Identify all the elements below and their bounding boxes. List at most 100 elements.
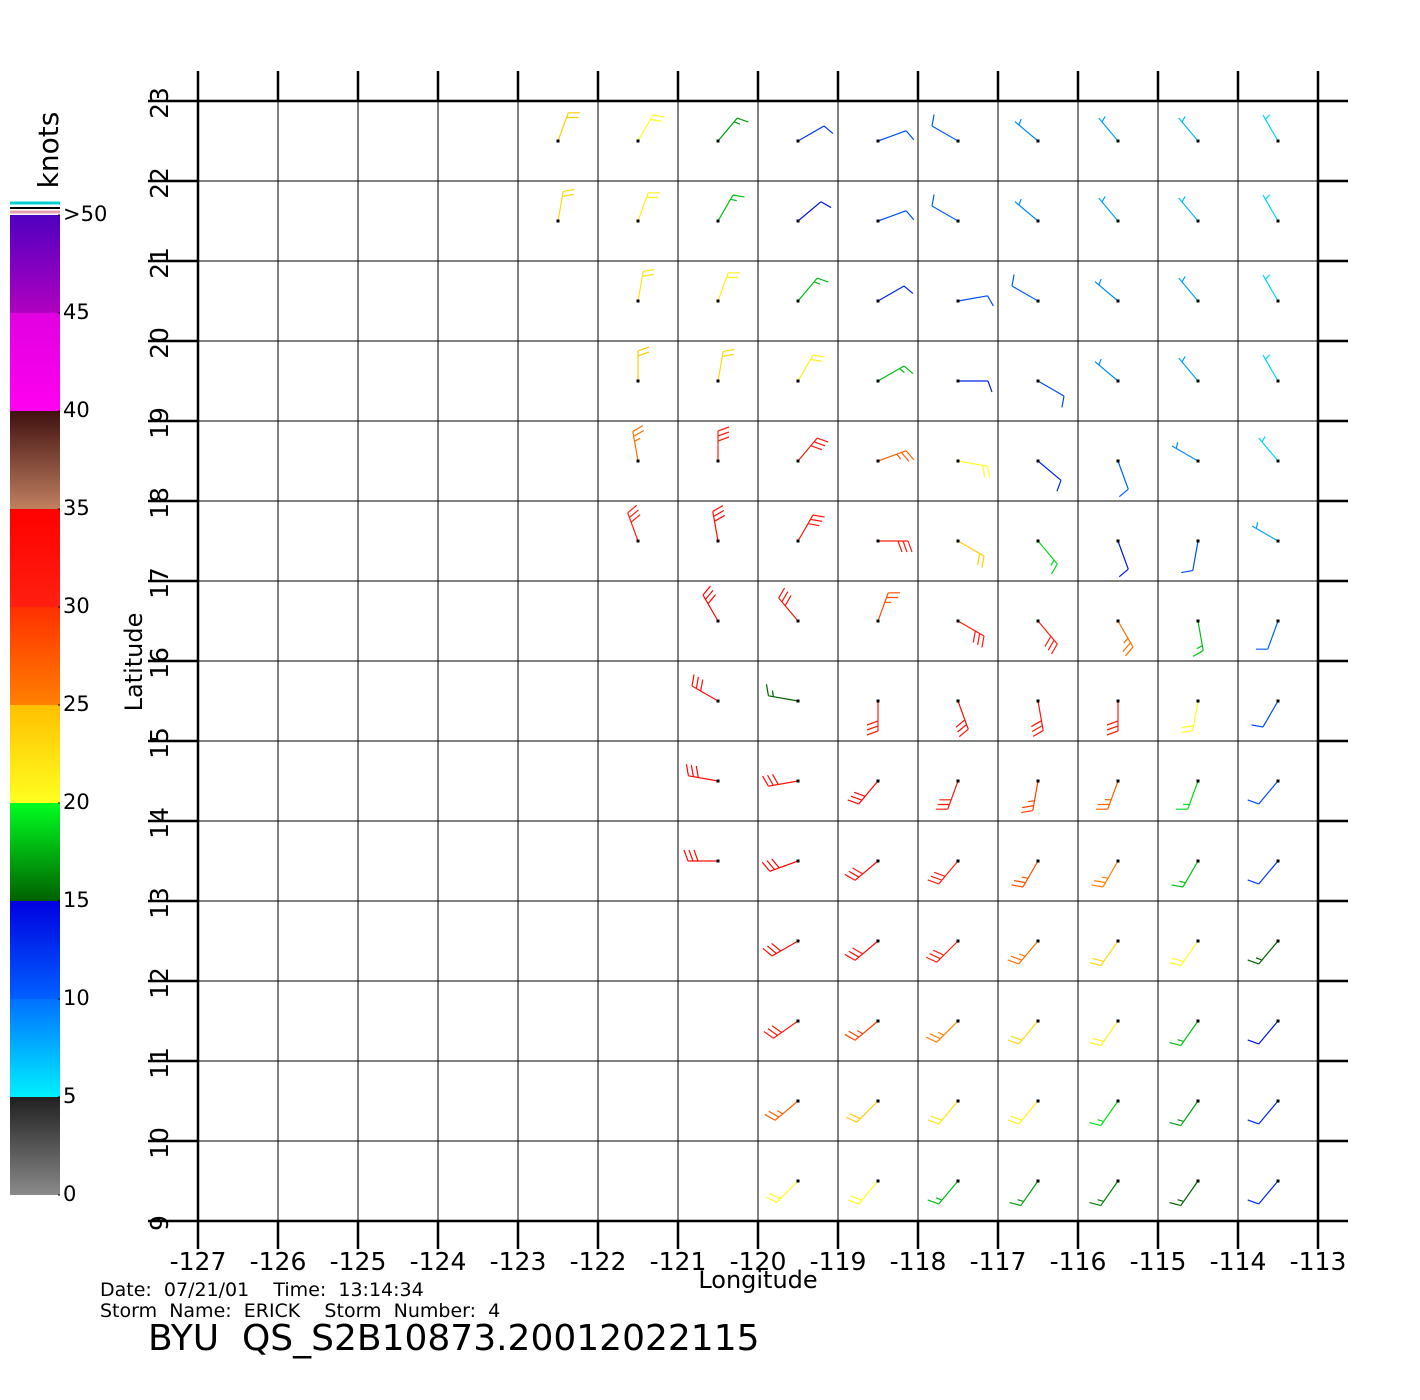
barb-base bbox=[876, 139, 880, 143]
wind-barb bbox=[957, 540, 985, 568]
wind-barb bbox=[1251, 700, 1279, 728]
wind-barb bbox=[632, 425, 645, 462]
barb-base bbox=[1116, 939, 1120, 943]
barb-base bbox=[876, 219, 880, 223]
barb-base bbox=[876, 1179, 880, 1183]
barb-base bbox=[1036, 139, 1040, 143]
barb-base bbox=[716, 219, 720, 223]
barb-base bbox=[1116, 619, 1120, 623]
barb-base bbox=[796, 299, 800, 303]
wind-barb bbox=[955, 700, 969, 738]
barb-base bbox=[716, 459, 720, 463]
wind-barb bbox=[717, 194, 745, 222]
wind-barb bbox=[847, 1180, 879, 1205]
barb-base bbox=[796, 1099, 800, 1103]
barb-base bbox=[1196, 139, 1200, 143]
barb-base bbox=[716, 699, 720, 703]
wind-barb bbox=[1247, 940, 1279, 965]
wind-barb bbox=[1031, 700, 1044, 737]
y-tick-label: 11 bbox=[145, 1047, 174, 1079]
wind-barb bbox=[958, 380, 993, 393]
y-tick-label: 14 bbox=[145, 807, 174, 839]
wind-barb bbox=[1007, 1100, 1039, 1125]
plot-frame bbox=[196, 99, 1320, 1223]
wind-barb bbox=[717, 348, 735, 382]
wind-barb bbox=[931, 194, 959, 222]
x-tick-label: -122 bbox=[570, 1247, 627, 1276]
barb-base bbox=[1196, 1179, 1200, 1183]
wind-barb bbox=[1178, 196, 1199, 222]
wind-barb bbox=[797, 277, 829, 302]
barb-base bbox=[956, 1179, 960, 1183]
barb-base bbox=[636, 539, 640, 543]
wind-barb bbox=[797, 354, 825, 382]
wind-barb bbox=[717, 117, 749, 142]
colorbar-band bbox=[10, 313, 60, 411]
y-tick-label: 16 bbox=[145, 647, 174, 679]
wind-barb bbox=[845, 1100, 879, 1123]
barb-base bbox=[1116, 1019, 1120, 1023]
barb-base bbox=[1036, 699, 1040, 703]
wind-barb bbox=[1178, 276, 1199, 302]
wind-barb bbox=[1181, 700, 1199, 734]
barb-base bbox=[1116, 539, 1120, 543]
barb-base bbox=[796, 939, 800, 943]
barb-base bbox=[1196, 379, 1200, 383]
wind-barb bbox=[763, 1020, 799, 1039]
wind-barb bbox=[1007, 940, 1039, 965]
wind-barb bbox=[931, 114, 959, 142]
colorbar-band bbox=[10, 411, 60, 509]
y-tick-label: 10 bbox=[145, 1127, 174, 1159]
wind-barb bbox=[797, 437, 829, 462]
y-tick-label: 23 bbox=[145, 87, 174, 119]
barb-base bbox=[1036, 1179, 1040, 1183]
x-tick-label: -117 bbox=[970, 1247, 1027, 1276]
barb-base bbox=[796, 539, 800, 543]
barb-base bbox=[716, 779, 720, 783]
wind-barb bbox=[957, 620, 985, 648]
colorbar-tick-label: 30 bbox=[63, 594, 90, 618]
barb-base bbox=[1036, 859, 1040, 863]
wind-barb bbox=[637, 268, 655, 302]
barb-base bbox=[1036, 619, 1040, 623]
barb-base bbox=[1276, 1099, 1280, 1103]
wind-barb bbox=[765, 684, 799, 702]
x-tick-label: -116 bbox=[1050, 1247, 1107, 1276]
barb-base bbox=[1116, 219, 1120, 223]
barb-base bbox=[1116, 859, 1120, 863]
barb-base bbox=[636, 379, 640, 383]
barb-base bbox=[1276, 219, 1280, 223]
wind-barb bbox=[1007, 1020, 1039, 1045]
barb-base bbox=[1196, 779, 1200, 783]
footer-product: BYU QS_S2B10873.20012022115 bbox=[148, 1318, 760, 1359]
barb-base bbox=[556, 139, 560, 143]
wind-barb bbox=[1098, 116, 1119, 142]
barb-base bbox=[1116, 459, 1120, 463]
barb-base bbox=[1036, 299, 1040, 303]
colorbar-tick-label: 25 bbox=[63, 692, 90, 716]
colorbar-tick-label: 40 bbox=[63, 398, 90, 422]
wind-barb bbox=[1171, 442, 1199, 462]
wind-barb bbox=[1169, 940, 1199, 967]
barb-base bbox=[1276, 139, 1280, 143]
barb-base bbox=[1196, 1099, 1200, 1103]
barb-base bbox=[1196, 459, 1200, 463]
colorbar-band bbox=[10, 705, 60, 803]
wind-barb bbox=[1258, 436, 1279, 462]
barb-base bbox=[1036, 779, 1040, 783]
wind-barb bbox=[717, 272, 740, 302]
x-tick-label: -126 bbox=[250, 1247, 307, 1276]
y-tick-label: 9 bbox=[145, 1215, 174, 1231]
colorbar-tick-label: 45 bbox=[63, 300, 90, 324]
barb-base bbox=[876, 299, 880, 303]
barb-base bbox=[1116, 1099, 1120, 1103]
wind-barb bbox=[1091, 860, 1119, 888]
barb-base bbox=[1036, 379, 1040, 383]
barb-base bbox=[796, 619, 800, 623]
barb-base bbox=[956, 299, 960, 303]
colorbar-band bbox=[10, 509, 60, 607]
wind-barb bbox=[1178, 116, 1199, 142]
barb-base bbox=[796, 1019, 800, 1023]
wind-barb bbox=[557, 188, 575, 222]
barb-base bbox=[1276, 699, 1280, 703]
